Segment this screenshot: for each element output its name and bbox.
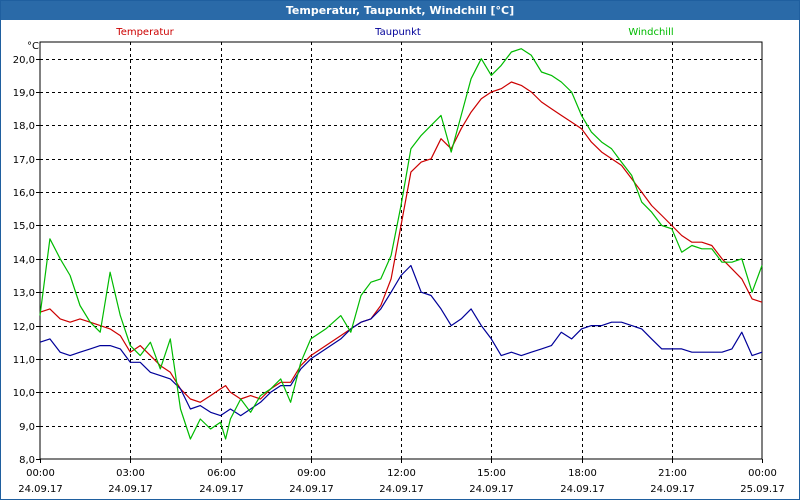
- x-tick-date-label: 24.09.17: [379, 484, 424, 495]
- series-lines: [39, 48, 763, 440]
- plot-background: [39, 41, 763, 460]
- x-tick-time-label: 18:00: [568, 468, 597, 479]
- y-tick-label: 16,0: [13, 188, 35, 199]
- x-tick-date-label: 25.09.17: [740, 484, 785, 495]
- y-axis-unit-label: °C: [27, 41, 39, 52]
- x-tick-date-label: 24.09.17: [289, 484, 334, 495]
- series-line-windchill: [39, 48, 763, 440]
- y-tick-label: 13,0: [13, 288, 35, 299]
- y-tick-label: 14,0: [13, 255, 35, 266]
- y-tick-label: 12,0: [13, 322, 35, 333]
- x-tick-time-label: 09:00: [297, 468, 326, 479]
- y-tick-label: 10,0: [13, 388, 35, 399]
- x-tick-date-label: 24.09.17: [108, 484, 153, 495]
- y-axis: 8,0 9,0 10,0 11,0 12,0 13,0 14,0 15,0 16,0 17,0 18…: [13, 55, 40, 466]
- x-tick-date-label: 24.09.17: [650, 484, 695, 495]
- y-tick-label: 15,0: [13, 221, 35, 232]
- x-tick-date-label: 24.09.17: [469, 484, 514, 495]
- x-tick-time-label: 06:00: [207, 468, 236, 479]
- y-tick-label: 19,0: [13, 88, 35, 99]
- legend-label-temperatur: Temperatur: [115, 27, 174, 38]
- legend-label-taupunkt: Taupunkt: [374, 27, 421, 38]
- x-tick-time-label: 03:00: [116, 468, 145, 479]
- grid: [40, 42, 762, 459]
- x-tick-date-label: 24.09.17: [560, 484, 605, 495]
- y-tick-label: 17,0: [13, 155, 35, 166]
- x-tick-time-label: 00:00: [26, 468, 55, 479]
- x-tick-time-label: 15:00: [477, 468, 506, 479]
- x-tick-date-label: 24.09.17: [199, 484, 244, 495]
- x-axis: 00:00 24.09.17 03:00 24.09.17 06:00 24.09.17 0…: [18, 459, 785, 495]
- chart-area: 8,0 9,0 10,0 11,0 12,0 13,0 14,0 15,0 16,0 17,0 18…: [13, 27, 785, 495]
- series-line-taupunkt: [39, 264, 763, 417]
- window-title: Temperatur, Taupunkt, Windchill [°C]: [1, 1, 799, 20]
- y-tick-label: 20,0: [13, 55, 35, 66]
- y-tick-label: 18,0: [13, 121, 35, 132]
- x-tick-time-label: 21:00: [658, 468, 687, 479]
- series-line-temperatur: [39, 81, 763, 403]
- legend-label-windchill: Windchill: [628, 27, 673, 38]
- x-tick-time-label: 00:00: [748, 468, 777, 479]
- x-tick-time-label: 12:00: [387, 468, 416, 479]
- legend: Temperatur Taupunkt Windchill: [115, 27, 673, 38]
- x-tick-date-label: 24.09.17: [18, 484, 63, 495]
- y-tick-label: 8,0: [19, 455, 35, 466]
- y-tick-label: 9,0: [19, 422, 35, 433]
- y-tick-label: 11,0: [13, 355, 35, 366]
